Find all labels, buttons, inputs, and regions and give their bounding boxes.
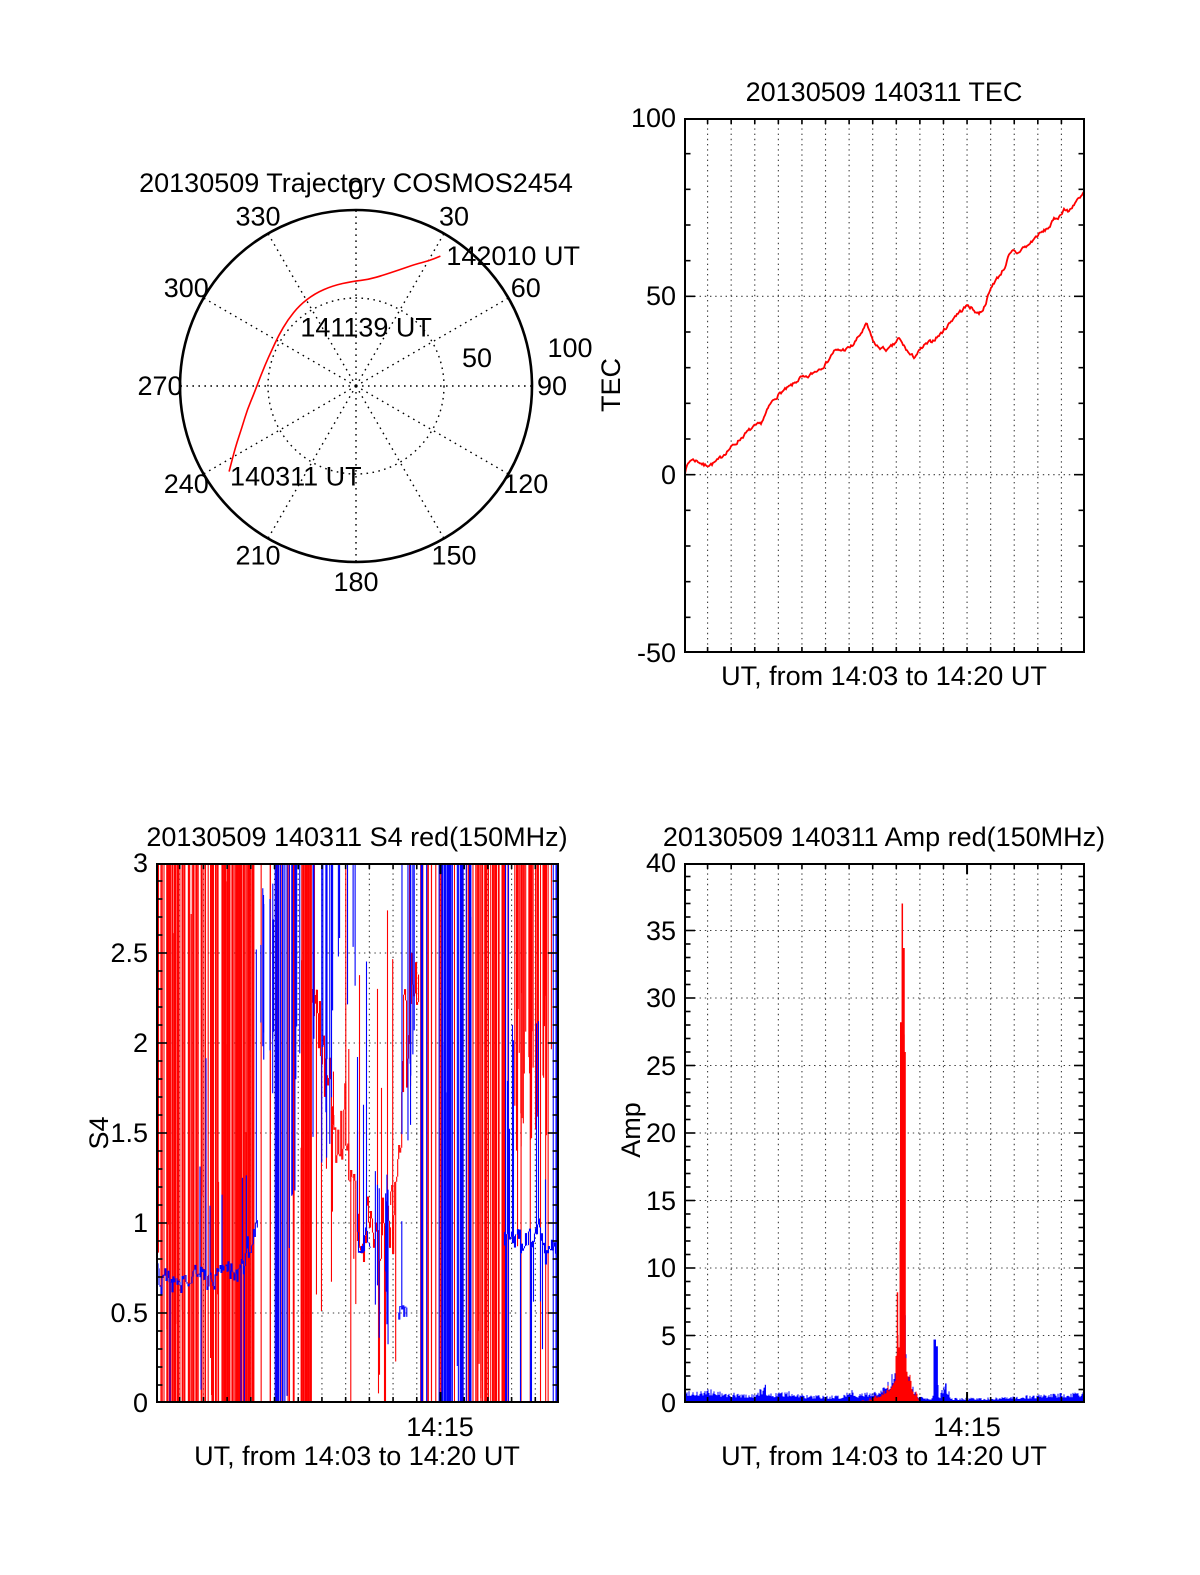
azimuth-tick-label: 60 xyxy=(511,273,541,303)
trajectory-sky-plot: 0 30 60 90 120 150 180 210 240 270 300 330 50 100 1420… xyxy=(137,175,592,597)
tec-y-tick-label: 0 xyxy=(660,460,676,490)
tec-y-tick-label: 50 xyxy=(645,281,676,311)
amp-y-tick-label: 35 xyxy=(645,916,676,946)
azimuth-tick-label: 210 xyxy=(235,541,280,571)
trajectory-title: 20130509 Trajectory COSMOS2454 xyxy=(139,168,573,198)
trajectory-time-annotation: 141139 UT xyxy=(300,312,432,342)
azimuth-tick-label: 120 xyxy=(503,469,548,499)
s4-y-tick-label: 0.5 xyxy=(110,1298,148,1328)
amp-x-axis-label: UT, from 14:03 to 14:20 UT xyxy=(721,1441,1047,1471)
azimuth-tick-label: 90 xyxy=(537,371,567,401)
azimuth-tick-label: 330 xyxy=(235,201,280,231)
tec-y-tick-label: -50 xyxy=(636,638,676,668)
radial-tick-label: 50 xyxy=(462,343,492,373)
tec-title: 20130509 140311 TEC xyxy=(745,77,1023,107)
amp-plot-area xyxy=(684,863,1085,1403)
azimuth-tick-label: 150 xyxy=(431,541,476,571)
azimuth-tick-label: 30 xyxy=(439,201,469,231)
trajectory-path xyxy=(228,255,441,472)
s4-x-tick-label: 14:15 xyxy=(406,1412,474,1442)
amp-y-tick-label: 25 xyxy=(645,1051,676,1081)
amp-title: 20130509 140311 Amp red(150MHz) xyxy=(662,822,1106,852)
s4-y-tick-label: 1.5 xyxy=(110,1118,148,1148)
trajectory-time-annotation: 140311 UT xyxy=(230,462,362,492)
azimuth-tick-label: 300 xyxy=(164,273,209,303)
tec-y-axis-label: TEC xyxy=(596,358,626,412)
s4-y-tick-label: 2 xyxy=(132,1028,148,1058)
amp-y-tick-label: 10 xyxy=(645,1253,676,1283)
azimuth-tick-label: 0 xyxy=(348,175,363,205)
s4-x-axis-label: UT, from 14:03 to 14:20 UT xyxy=(194,1441,520,1471)
azimuth-tick-label: 270 xyxy=(137,371,182,401)
amp-y-tick-label: 15 xyxy=(645,1186,676,1216)
azimuth-tick-label: 240 xyxy=(164,469,209,499)
amp-x-tick-label: 14:15 xyxy=(933,1412,1001,1442)
amp-y-tick-label: 5 xyxy=(660,1321,676,1351)
s4-title: 20130509 140311 S4 red(150MHz) xyxy=(146,822,568,852)
tec-y-tick-label: 100 xyxy=(630,103,676,133)
amp-y-tick-label: 40 xyxy=(645,848,676,878)
amp-y-tick-label: 20 xyxy=(645,1118,676,1148)
amp-y-tick-label: 0 xyxy=(660,1388,676,1418)
s4-y-tick-label: 3 xyxy=(132,848,148,878)
trajectory-time-annotation: 142010 UT xyxy=(446,241,580,271)
azimuth-tick-label: 180 xyxy=(333,567,378,597)
tec-x-axis-label: UT, from 14:03 to 14:20 UT xyxy=(721,661,1047,691)
tec-plot-area xyxy=(684,118,1085,653)
amp-y-tick-label: 30 xyxy=(645,983,676,1013)
radial-tick-label: 100 xyxy=(547,333,592,363)
s4-y-tick-label: 1 xyxy=(132,1208,148,1238)
s4-plot-area xyxy=(156,863,559,1403)
s4-y-tick-label: 2.5 xyxy=(110,938,148,968)
s4-y-tick-label: 0 xyxy=(132,1388,148,1418)
